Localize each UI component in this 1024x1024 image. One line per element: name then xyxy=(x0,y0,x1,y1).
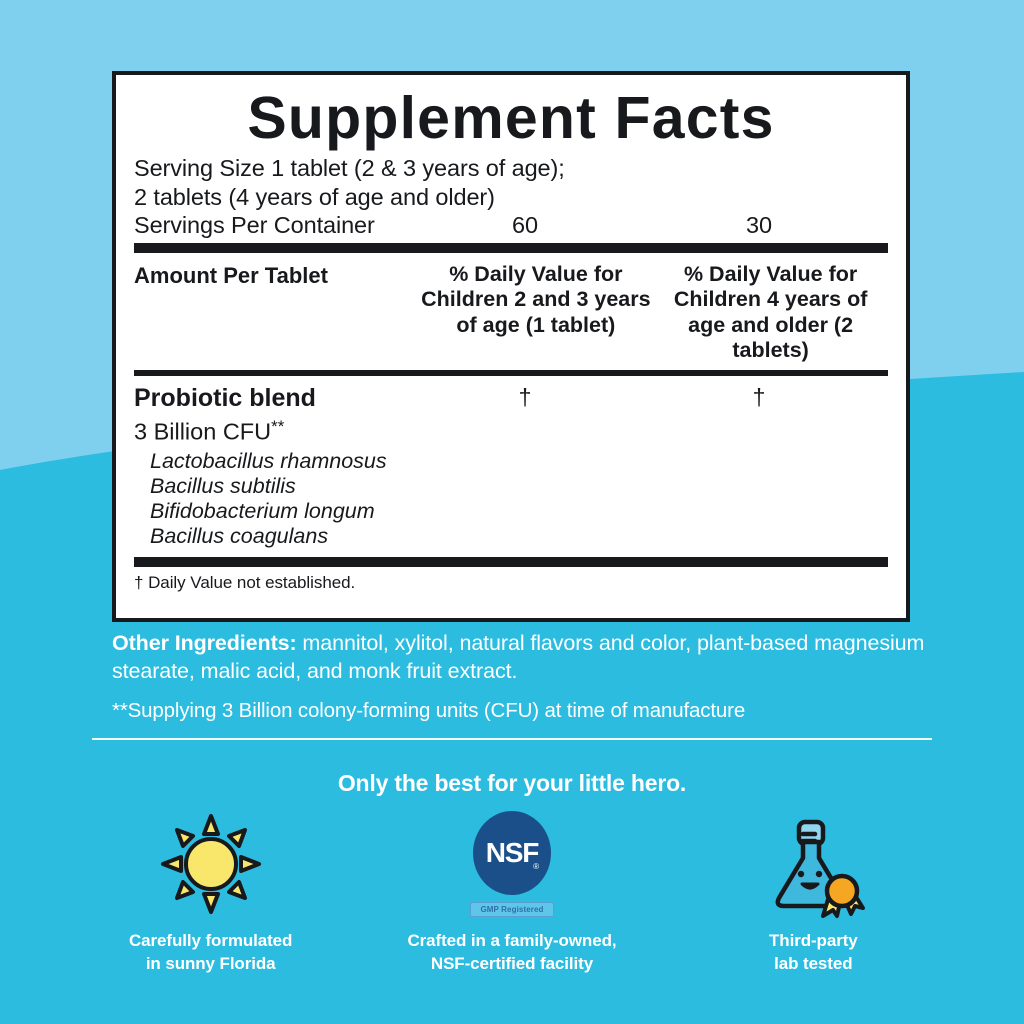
probiotic-blend-cfu-value: 3 Billion CFU xyxy=(134,418,272,445)
servings-per-container-value-col3: 30 xyxy=(746,212,772,239)
other-ingredients-label: Other Ingredients: xyxy=(112,631,297,655)
sun-icon xyxy=(155,808,267,920)
badge-caption-line-2: NSF-certified facility xyxy=(430,953,594,973)
badge-caption-line-2: lab tested xyxy=(774,953,853,973)
badge-caption-line-1: Third-party xyxy=(769,931,858,950)
badge-carefully-formulated: Carefully formulated in sunny Florida xyxy=(60,808,361,976)
nsf-circle: NSF ® xyxy=(472,811,551,895)
rule-above-footnote xyxy=(134,557,888,568)
serving-size-line-1: Serving Size 1 tablet (2 & 3 years of ag… xyxy=(134,155,565,181)
serving-size-line-2: 2 tablets (4 years of age and older) xyxy=(134,183,495,210)
trust-badges: Carefully formulated in sunny Florida NS… xyxy=(60,808,964,976)
page-title: Supplement Facts xyxy=(247,85,775,151)
list-item: Bacillus subtilis xyxy=(150,474,296,498)
other-ingredients-text: Other Ingredients: mannitol, xylitol, na… xyxy=(112,630,932,685)
other-ingredients-list: mannitol, xylitol, natural flavors and c… xyxy=(112,631,925,683)
nsf-seal-icon: NSF ® GMP Registered xyxy=(470,808,554,920)
strain-list: Lactobacillus rhamnosus Bacillus subtili… xyxy=(150,449,888,550)
list-item: Bifidobacterium longum xyxy=(150,499,375,524)
badge-caption-line-1: Carefully formulated xyxy=(129,931,293,950)
list-item: Lactobacillus rhamnosus xyxy=(150,448,387,473)
daily-value-footnote: † Daily Value not established. xyxy=(134,573,356,593)
badge-caption: Carefully formulated in sunny Florida xyxy=(129,930,292,976)
flask-icon xyxy=(757,808,869,920)
supplement-facts-panel: Supplement Facts Serving Size 1 tablet (… xyxy=(112,71,910,622)
probiotic-blend-row: Probiotic blend 3 Billion CFU** Lactobac… xyxy=(134,376,888,550)
servings-per-container-value-col2: 60 xyxy=(512,212,538,239)
badge-caption-line-2: in sunny Florida xyxy=(145,953,276,973)
probiotic-daily-value-col2: † xyxy=(518,383,532,410)
column-header-daily-value-children-4-plus: % Daily Value for Children 4 years of ag… xyxy=(673,262,868,362)
rule-below-servings xyxy=(134,243,888,254)
badge-caption-line-1: Crafted in a family-owned, xyxy=(407,931,617,950)
probiotic-daily-value-col3: † xyxy=(752,383,766,410)
gmp-registered-label: GMP Registered xyxy=(470,902,554,917)
probiotic-blend-cfu: 3 Billion CFU** xyxy=(134,416,888,447)
probiotic-blend-cfu-marker: ** xyxy=(271,416,285,436)
column-header-daily-value-children-2-3: % Daily Value for Children 2 and 3 years… xyxy=(421,262,651,337)
probiotic-blend-name: Probiotic blend xyxy=(134,383,316,412)
supplying-note: **Supplying 3 Billion colony-forming uni… xyxy=(112,699,746,723)
list-item: Bacillus coagulans xyxy=(150,524,329,549)
registered-trademark-icon: ® xyxy=(533,862,539,871)
rule-below-header xyxy=(134,369,888,376)
nsf-seal-text: NSF xyxy=(485,837,540,868)
badge-caption: Third-party lab tested xyxy=(769,930,858,976)
servings-per-container-row: Servings Per Container 60 30 xyxy=(134,211,888,240)
section-divider xyxy=(92,738,932,740)
badge-nsf-certified: NSF ® GMP Registered Crafted in a family… xyxy=(361,808,662,976)
servings-per-container-label: Servings Per Container xyxy=(134,212,375,239)
table-header-row: Amount Per Tablet % Daily Value for Chil… xyxy=(134,253,888,370)
tagline: Only the best for your little hero. xyxy=(337,770,687,796)
column-header-amount-per-tablet: Amount Per Tablet xyxy=(134,263,328,289)
badge-caption: Crafted in a family-owned, NSF-certified… xyxy=(407,930,616,976)
other-ingredients-block: Other Ingredients: mannitol, xylitol, na… xyxy=(112,630,932,724)
badge-third-party-tested: Third-party lab tested xyxy=(663,808,964,976)
